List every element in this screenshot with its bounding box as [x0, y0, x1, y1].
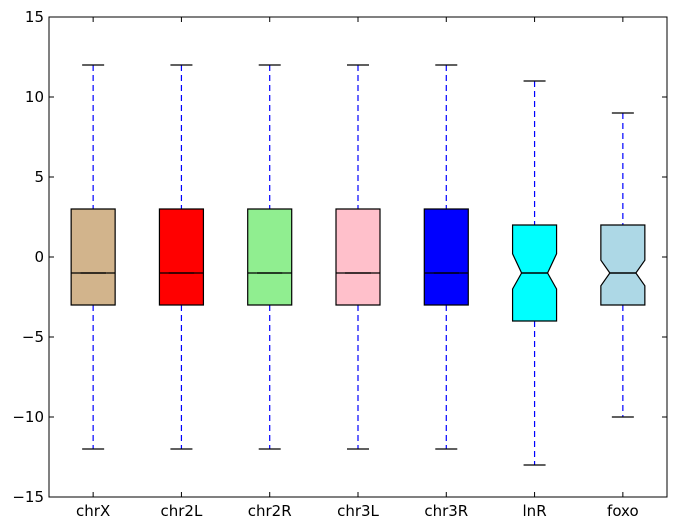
y-tick-label: −5 — [22, 328, 44, 346]
y-tick-label: 0 — [34, 248, 44, 266]
y-tick-label: 5 — [34, 168, 44, 186]
box-chr2R — [247, 208, 293, 306]
x-tick-label-chrX: chrX — [76, 502, 110, 520]
plot-area: −15 −10 −5 0 5 10 15 chrX chr2L chr2R chr3L chr3R ln… — [12, 8, 668, 520]
y-tick-label: 15 — [25, 8, 44, 26]
x-tick-label-foxo: foxo — [607, 502, 639, 520]
y-tick-label: 10 — [25, 88, 44, 106]
x-tick-label-chr3L: chr3L — [337, 502, 379, 520]
box-chrX — [70, 208, 116, 306]
x-tick-label-chr2L: chr2L — [161, 502, 203, 520]
box-foxo — [600, 224, 646, 306]
box-chr3L — [335, 208, 381, 306]
x-tick-label-chr3R: chr3R — [424, 502, 468, 520]
box-chr2L — [158, 208, 205, 306]
x-tick-label-chr2R: chr2R — [248, 502, 292, 520]
x-tick-label-lnR: lnR — [523, 502, 547, 520]
box-chr3R — [423, 208, 469, 306]
y-tick-label: −10 — [12, 408, 44, 426]
y-tick-label: −15 — [12, 488, 44, 506]
